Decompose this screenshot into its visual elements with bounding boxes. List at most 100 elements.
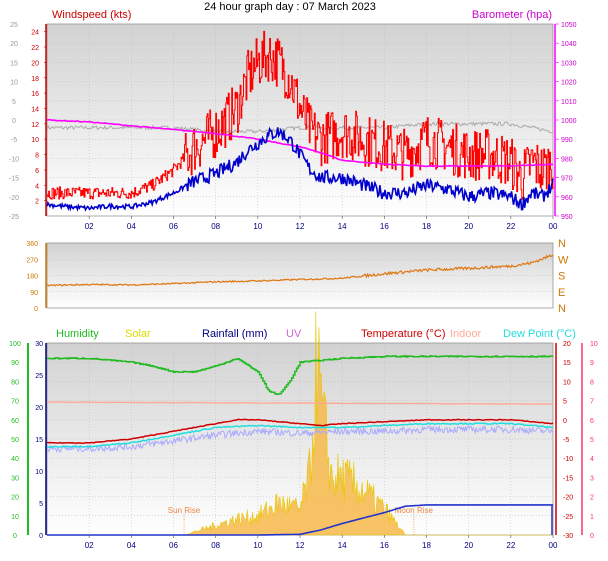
graph-title: 24 hour graph day : 07 March 2023: [204, 1, 376, 13]
x-tick-label: 10: [253, 222, 262, 231]
compass-label: N: [558, 303, 566, 315]
temperature-tick-label: -20: [563, 495, 573, 502]
legend-entry: Temperature (°C): [361, 328, 445, 340]
barometer-tick-label: 960: [561, 195, 573, 202]
wind-grey-tick-label: -20: [9, 195, 19, 202]
rainfall-tick-label: 30: [35, 341, 43, 348]
humidity-tick-label: 100: [9, 341, 21, 348]
humidity-tick-label: 10: [11, 514, 19, 521]
compass-label: S: [558, 271, 565, 283]
humidity-tick-label: 40: [11, 456, 19, 463]
x-tick-label: 10: [253, 541, 262, 550]
rainfall-tick-label: 25: [35, 373, 43, 380]
barometer-tick-label: 990: [561, 137, 573, 144]
x-tick-label: 20: [464, 541, 473, 550]
x-tick-label: 16: [380, 541, 389, 550]
barometer-tick-label: 1050: [561, 22, 577, 29]
windspeed-tick-label: 20: [31, 60, 39, 67]
sensor-panel: Humidity Solar Rainfall (mm) UV Temperature …: [9, 311, 598, 550]
windspeed-tick-label: 6: [35, 168, 39, 175]
uv-tick-label: 10: [590, 341, 598, 348]
windspeed-tick-label: 4: [35, 183, 39, 190]
humidity-tick-label: 80: [11, 379, 19, 386]
secondary-trace: [46, 424, 554, 453]
humidity-tick-label: 0: [13, 533, 17, 540]
indoor-series: [46, 401, 554, 405]
humidity-tick-label: 30: [11, 475, 19, 482]
barometer-tick-label: 970: [561, 176, 573, 183]
x-tick-label: 22: [506, 222, 515, 231]
rainfall-tick-label: 10: [35, 469, 43, 476]
wind-grey-tick-label: -15: [9, 176, 19, 183]
wind-grey-tick-label: -25: [9, 214, 19, 221]
uv-tick-label: 5: [590, 437, 594, 444]
humidity-tick-label: 90: [11, 360, 19, 367]
uv-tick-label: 4: [590, 456, 594, 463]
x-tick-label: 16: [380, 222, 389, 231]
temperature-tick-label: -10: [563, 456, 573, 463]
compass-label: W: [558, 254, 569, 266]
humidity-tick-label: 50: [11, 437, 19, 444]
barometer-tick-label: 1030: [561, 60, 577, 67]
windspeed-tick-label: 24: [31, 30, 39, 37]
barometer-tick-label: 1000: [561, 118, 577, 125]
x-tick-label: 12: [296, 541, 305, 550]
windspeed-tick-label: 2: [35, 199, 39, 206]
humidity-series: [47, 355, 554, 395]
x-tick-label: 12: [296, 222, 305, 231]
legend-entry: UV: [286, 328, 302, 340]
direction-tick-label: 270: [26, 257, 38, 264]
temperature-tick-label: 20: [563, 341, 571, 348]
barometer-tick-label: 980: [561, 156, 573, 163]
wind-gust-series: [47, 30, 554, 200]
x-tick-label: 02: [85, 541, 94, 550]
x-tick-label: 06: [169, 222, 178, 231]
legend-entry: Solar: [125, 328, 151, 340]
temperature-tick-label: -25: [563, 514, 573, 521]
x-tick-label: 22: [506, 541, 515, 550]
x-tick-label: 04: [127, 541, 136, 550]
windspeed-axis-label: Windspeed (kts): [52, 9, 131, 21]
windspeed-tick-label: 18: [31, 76, 39, 83]
rainfall-tick-label: 5: [39, 501, 43, 508]
wind-panel: Windspeed (kts) Barometer (hpa) 25201510…: [9, 9, 577, 231]
x-tick-label: 08: [211, 541, 220, 550]
windspeed-tick-label: 12: [31, 122, 39, 129]
barometer-tick-label: 950: [561, 214, 573, 221]
x-tick-label: 04: [127, 222, 136, 231]
uv-tick-label: 7: [590, 399, 594, 406]
direction-tick-label: 0: [34, 306, 38, 313]
humidity-tick-label: 70: [11, 399, 19, 406]
uv-tick-label: 0: [590, 533, 594, 540]
wind-grey-trace: [46, 120, 554, 135]
barometer-series: [46, 118, 554, 168]
windspeed-tick-label: 16: [31, 91, 39, 98]
direction-tick-label: 360: [26, 241, 38, 248]
wind-grey-tick-label: 10: [10, 80, 18, 87]
humidity-tick-label: 60: [11, 418, 19, 425]
uv-tick-label: 3: [590, 475, 594, 482]
direction-tick-label: 90: [30, 290, 38, 297]
x-tick-label: 18: [422, 541, 431, 550]
rainfall-tick-label: 15: [35, 437, 43, 444]
barometer-tick-label: 1040: [561, 41, 577, 48]
temperature-tick-label: 15: [563, 360, 571, 367]
windspeed-tick-label: 22: [31, 45, 39, 52]
windspeed-tick-label: 14: [31, 106, 39, 113]
x-tick-label: 20: [464, 222, 473, 231]
temperature-tick-label: 5: [563, 399, 567, 406]
temperature-tick-label: -30: [563, 533, 573, 540]
wind-grey-tick-label: -5: [11, 137, 17, 144]
temperature-tick-label: 0: [563, 418, 567, 425]
rainfall-tick-label: 0: [39, 533, 43, 540]
compass-label: E: [558, 287, 565, 299]
x-tick-label: 18: [422, 222, 431, 231]
x-tick-label: 00: [549, 541, 558, 550]
x-tick-label: 14: [338, 541, 347, 550]
marker-label: Sun Rise: [168, 506, 201, 515]
wind-grey-tick-label: -10: [9, 156, 19, 163]
x-tick-label: 14: [338, 222, 347, 231]
humidity-tick-label: 20: [11, 495, 19, 502]
